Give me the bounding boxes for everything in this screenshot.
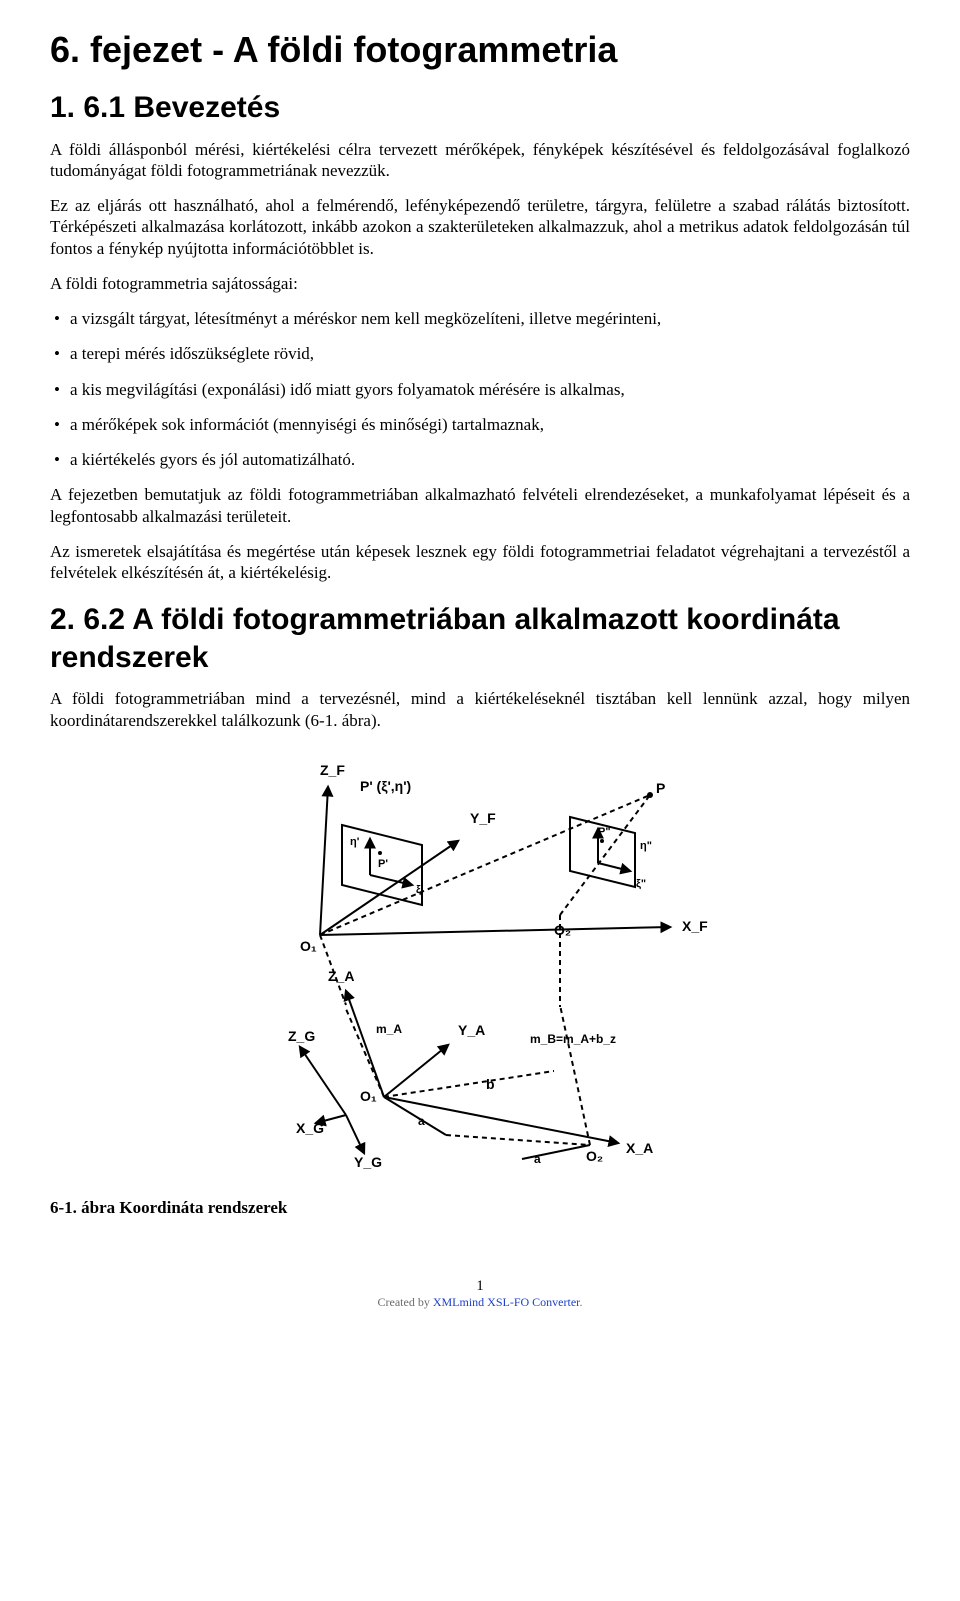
coordinate-diagram: Z_F Y_F X_F O₁ O₂ Pη' ξ' η" ξ" P" P' (ξ',η') P' Z_G X…	[250, 745, 710, 1175]
svg-text:m_A: m_A	[376, 1022, 402, 1036]
footer-prefix: Created by	[378, 1295, 433, 1309]
footer-suffix: .	[579, 1295, 582, 1309]
svg-text:a: a	[418, 1114, 425, 1128]
list-item: a mérőképek sok információt (mennyiségi …	[50, 414, 910, 435]
figure-6-1: Z_F Y_F X_F O₁ O₂ Pη' ξ' η" ξ" P" P' (ξ',η') P' Z_G X…	[50, 745, 910, 1218]
svg-text:O₂: O₂	[554, 922, 571, 938]
svg-text:ξ': ξ'	[416, 884, 424, 896]
section-2-para: A földi fotogrammetriában mind a tervezé…	[50, 688, 910, 731]
page-footer: 1 Created by XMLmind XSL-FO Converter.	[50, 1278, 910, 1310]
list-item: a terepi mérés időszükséglete rövid,	[50, 343, 910, 364]
feature-list: a vizsgált tárgyat, létesítményt a mérés…	[50, 308, 910, 470]
svg-text:Y_F: Y_F	[470, 810, 496, 826]
svg-text:Z_G: Z_G	[288, 1028, 315, 1044]
list-item: a kiértékelés gyors és jól automatizálha…	[50, 449, 910, 470]
svg-text:P' (ξ',η'): P' (ξ',η')	[360, 778, 411, 794]
footer-link: XMLmind XSL-FO Converter	[433, 1295, 580, 1309]
figure-caption: 6-1. ábra Koordináta rendszerek	[50, 1198, 910, 1218]
svg-text:Y_A: Y_A	[458, 1022, 485, 1038]
svg-text:ξ": ξ"	[636, 878, 646, 890]
svg-text:η': η'	[350, 836, 360, 848]
svg-text:X_F: X_F	[682, 918, 708, 934]
list-item: a vizsgált tárgyat, létesítményt a mérés…	[50, 308, 910, 329]
svg-text:P': P'	[378, 858, 388, 870]
svg-text:O₁: O₁	[300, 938, 317, 954]
section-2-heading: 2. 6.2 A földi fotogrammetriában alkalma…	[50, 601, 910, 676]
footer-credit: Created by XMLmind XSL-FO Converter.	[50, 1295, 910, 1310]
intro-para-2: Ez az eljárás ott használható, ahol a fe…	[50, 195, 910, 259]
svg-text:m_B=m_A+b_z: m_B=m_A+b_z	[530, 1032, 616, 1046]
page-number: 1	[50, 1278, 910, 1295]
svg-text:η": η"	[640, 840, 652, 852]
chapter-title: 6. fejezet - A földi fotogrammetria	[50, 28, 910, 71]
intro-para-1: A földi állásponból mérési, kiértékelési…	[50, 139, 910, 182]
svg-text:Y_G: Y_G	[354, 1154, 382, 1170]
intro-para-3: A földi fotogrammetria sajátosságai:	[50, 273, 910, 294]
svg-text:X_A: X_A	[626, 1140, 653, 1156]
svg-text:O₁: O₁	[360, 1088, 377, 1104]
svg-text:b: b	[486, 1076, 495, 1092]
intro-para-5: Az ismeretek elsajátítása és megértése u…	[50, 541, 910, 584]
svg-text:Z_F: Z_F	[320, 762, 345, 778]
svg-text:Z_A: Z_A	[328, 968, 354, 984]
intro-para-4: A fejezetben bemutatjuk az földi fotogra…	[50, 484, 910, 527]
svg-text:P: P	[656, 780, 665, 796]
list-item: a kis megvilágítási (exponálási) idő mia…	[50, 379, 910, 400]
svg-text:X_G: X_G	[296, 1120, 324, 1136]
svg-text:P": P"	[598, 826, 611, 838]
section-1-heading: 1. 6.1 Bevezetés	[50, 89, 910, 127]
svg-text:a: a	[534, 1152, 541, 1166]
svg-text:O₂: O₂	[586, 1148, 603, 1164]
